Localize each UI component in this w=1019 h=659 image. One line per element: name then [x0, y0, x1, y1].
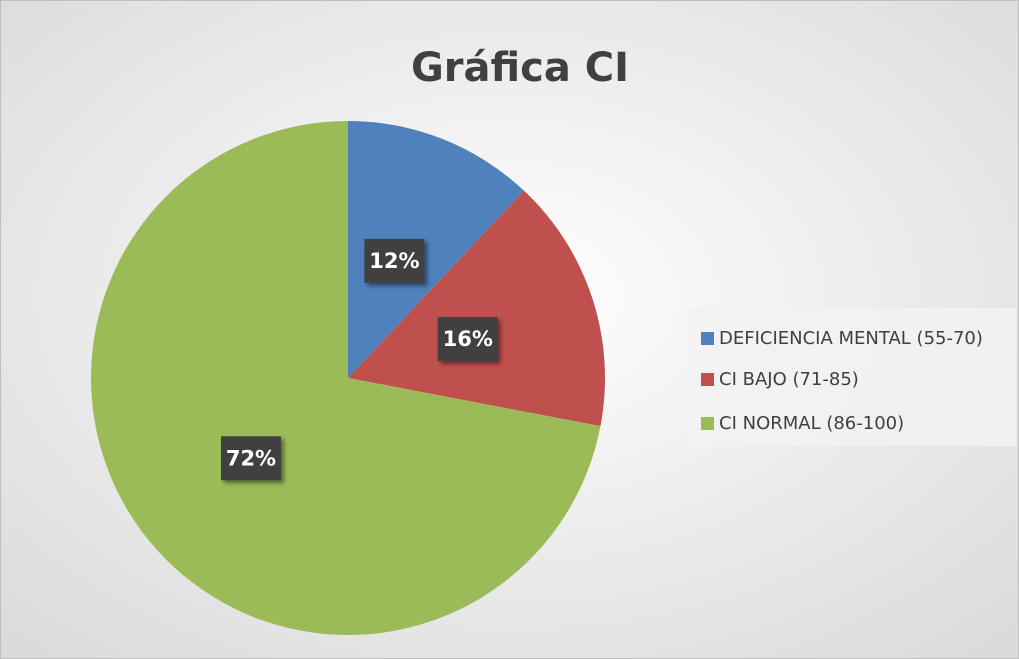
- legend-box: [686, 308, 1016, 446]
- data-label-box: [437, 317, 498, 362]
- legend-swatch: [701, 332, 714, 345]
- legend-label: DEFICIENCIA MENTAL (55-70): [719, 328, 983, 349]
- legend-label: CI BAJO (71-85): [719, 369, 859, 390]
- data-label: 72%: [226, 446, 276, 470]
- data-label-box: [220, 436, 281, 481]
- pie-slice: [348, 190, 605, 427]
- legend-swatch: [701, 373, 714, 386]
- legend-swatch: [701, 417, 714, 430]
- data-label: 16%: [443, 327, 493, 351]
- pie-slice: [90, 121, 601, 635]
- chart-title: Gráfica CI: [411, 45, 629, 91]
- pie-slice: [348, 121, 524, 378]
- data-label: 12%: [369, 249, 419, 273]
- legend-label: CI NORMAL (86-100): [719, 413, 904, 434]
- data-label-box: [364, 238, 425, 283]
